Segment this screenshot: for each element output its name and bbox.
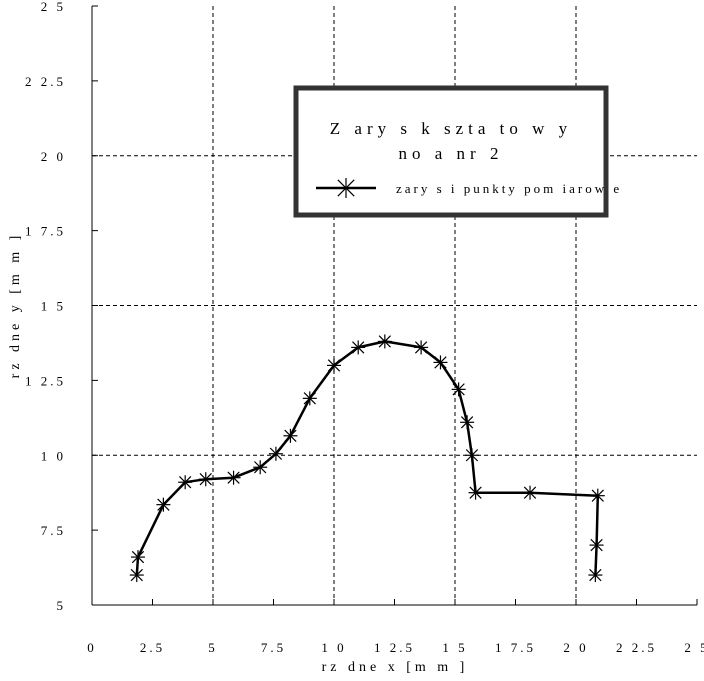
legend: Z ary s k szta to w y no a nr 2 zary s i… (293, 85, 622, 218)
series (129, 334, 605, 583)
data-point-16 (460, 415, 475, 430)
data-point-9 (302, 391, 317, 406)
data-point-18 (468, 485, 483, 500)
data-point-3 (178, 475, 193, 490)
data-point-20 (590, 488, 605, 503)
data-point-15 (451, 382, 466, 397)
data-point-5 (226, 470, 241, 485)
data-point-10 (327, 358, 341, 373)
x-tick-label-10: 2 5 (684, 640, 704, 655)
legend-title-line-1: Z ary s k szta to w y (330, 119, 572, 138)
y-tick-label-1: 7.5 (41, 523, 66, 538)
x-tick-label-6: 1 5 (442, 640, 467, 655)
y-tick-label-0: 5 (57, 598, 67, 613)
x-tick-label-4: 1 0 (321, 640, 346, 655)
data-point-4 (198, 472, 213, 487)
x-tick-label-1: 2.5 (140, 640, 165, 655)
data-point-6 (253, 460, 268, 475)
y-tick-label-5: 1 7.5 (25, 224, 66, 239)
data-point-11 (351, 340, 366, 355)
data-point-2 (156, 497, 171, 512)
data-point-12 (377, 334, 392, 349)
data-point-7 (268, 446, 283, 461)
y-tick-label-8: 2 5 (41, 0, 66, 14)
x-tick-label-9: 2 2.5 (616, 640, 657, 655)
x-tick-label-5: 1 2.5 (374, 640, 415, 655)
y-tick-label-3: 1 2.5 (25, 373, 66, 388)
data-point-14 (433, 355, 448, 370)
y-tick-label-2: 1 0 (41, 448, 66, 463)
x-tick-label-3: 7.5 (261, 640, 286, 655)
data-point-1 (130, 550, 145, 565)
x-axis-title: rz dne x [m m ] (322, 660, 469, 675)
data-point-21 (589, 538, 604, 553)
x-tick-label-2: 5 (208, 640, 218, 655)
axes (91, 5, 698, 606)
x-tick-label-0: 0 (87, 640, 97, 655)
data-point-8 (283, 428, 298, 443)
x-tick-label-8: 2 0 (563, 640, 588, 655)
data-point-19 (523, 485, 538, 500)
data-point-22 (588, 568, 603, 583)
data-point-0 (129, 568, 144, 583)
legend-box (293, 85, 609, 218)
series-line-0 (135, 340, 600, 576)
legend-marker (336, 178, 356, 198)
legend-marker-asterisk (336, 178, 356, 198)
legend-title-line-2: no a nr 2 (399, 144, 504, 163)
y-tick-label-7: 2 2.5 (25, 74, 66, 89)
data-point-13 (414, 340, 429, 355)
legend-entry-label: zary s i punkty pom iarow e (396, 181, 622, 196)
x-tick-label-7: 1 7.5 (495, 640, 536, 655)
tick-labels: 0 2.5 5 7.5 1 0 1 2.5 1 5 1 7.5 2 0 2 2.5 2 5 5 7.5 1… (25, 0, 704, 655)
y-axis-title: rz dne y [m m ] (8, 232, 23, 379)
data-point-17 (464, 448, 479, 463)
y-tick-label-6: 2 0 (41, 149, 66, 164)
y-tick-label-4: 1 5 (41, 299, 66, 314)
